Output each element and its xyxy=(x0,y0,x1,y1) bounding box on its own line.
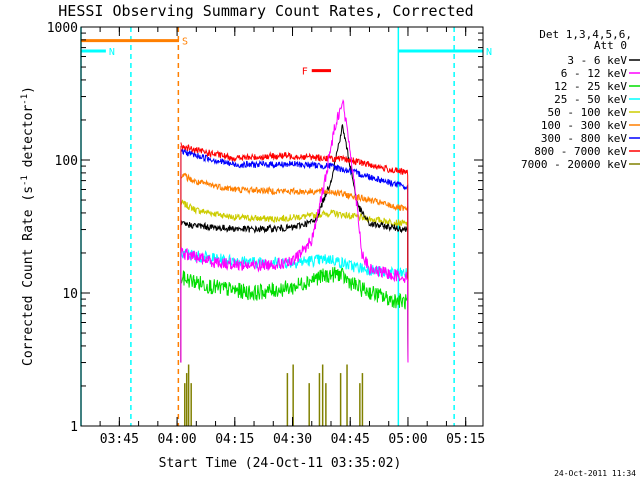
timestamp: 24-Oct-2011 11:34 xyxy=(554,469,636,478)
flag-label: N xyxy=(486,47,492,58)
legend-label: 100 - 300 keV xyxy=(541,119,627,132)
legend-label: 12 - 25 keV xyxy=(554,80,627,93)
y-axis-label-part: detector xyxy=(21,105,36,176)
y-tick-label: 10 xyxy=(62,287,78,302)
y-axis: 1 10 100 1000 xyxy=(47,21,483,435)
x-tick-label: 05:00 xyxy=(388,432,427,447)
y-tick-label: 1 xyxy=(70,420,78,435)
legend-label: 800 - 7000 keV xyxy=(534,145,627,158)
legend-label: 6 - 12 keV xyxy=(561,67,628,80)
series-lines xyxy=(180,98,409,363)
series-line-0 xyxy=(180,124,409,363)
y-axis-label-part: Corrected Count Rate (s xyxy=(21,186,36,366)
legend-header-line: Att 0 xyxy=(594,39,627,52)
series-line-4 xyxy=(180,199,409,363)
series-line-2 xyxy=(180,266,409,363)
y-axis-label-exponent: -1 xyxy=(20,175,30,186)
x-tick-label: 04:45 xyxy=(331,432,370,447)
x-tick-label: 03:45 xyxy=(100,432,139,447)
x-axis-label: Start Time (24-Oct-11 03:35:02) xyxy=(159,456,402,471)
legend-label: 25 - 50 keV xyxy=(554,93,627,106)
flag-label: N xyxy=(109,47,115,58)
x-tick-label: 04:15 xyxy=(215,432,254,447)
plot-frame xyxy=(80,26,484,427)
series-line-7 xyxy=(180,142,409,363)
legend-label: 50 - 100 keV xyxy=(548,106,628,119)
legend-header-line: Det 1,3,4,5,6, xyxy=(539,28,632,41)
series-line-1 xyxy=(180,98,409,363)
y-axis-label-exponent: -1 xyxy=(20,94,30,105)
legend-label: 300 - 800 keV xyxy=(541,132,627,145)
series-line-6 xyxy=(180,147,409,363)
legend-label: 7000 - 20000 keV xyxy=(521,158,627,171)
x-tick-label: 04:00 xyxy=(158,432,197,447)
y-axis-label: Corrected Count Rate (s-1 detector-1) xyxy=(20,86,36,366)
flag-bars: S N N F xyxy=(81,37,492,78)
series-line-5 xyxy=(180,172,409,363)
x-tick-label: 05:15 xyxy=(446,432,485,447)
x-axis: 03:45 04:00 04:15 04:30 04:45 05:00 05:15 xyxy=(99,27,485,447)
y-tick-label: 1000 xyxy=(47,21,78,36)
flag-label: F xyxy=(302,67,308,78)
flag-label: S xyxy=(182,37,188,48)
x-tick-label: 04:30 xyxy=(273,432,312,447)
y-axis-label-part: ) xyxy=(21,86,36,94)
y-tick-label: 100 xyxy=(55,154,78,169)
chart-title: HESSI Observing Summary Count Rates, Cor… xyxy=(58,2,473,20)
series-7000-20000-spikes xyxy=(184,364,364,426)
legend-label: 3 - 6 keV xyxy=(567,54,627,67)
